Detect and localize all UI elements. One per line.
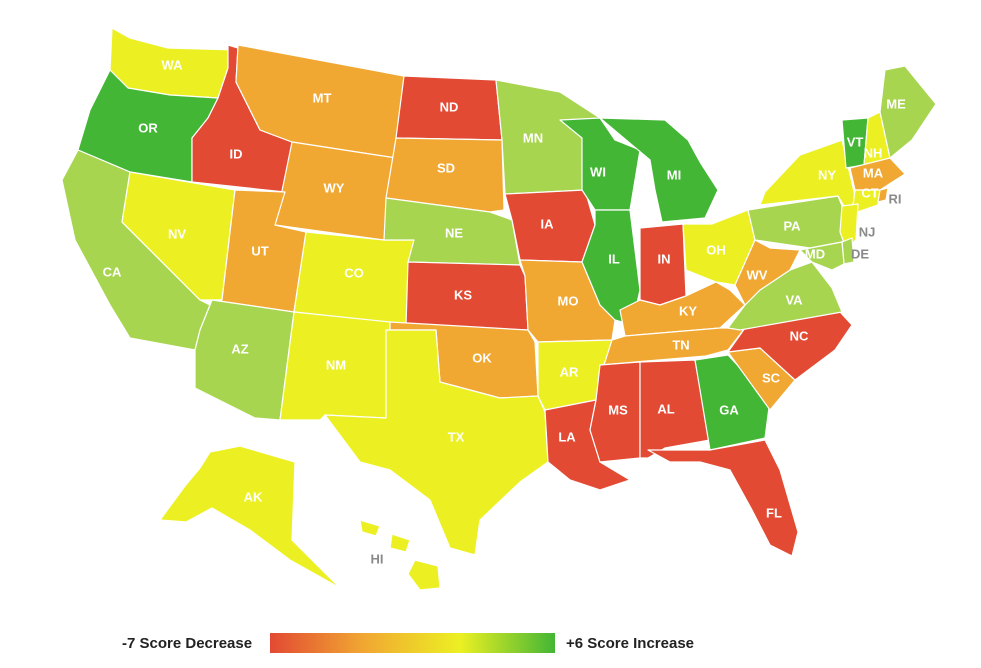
legend-min-label: -7 Score Decrease (122, 635, 253, 652)
state-mi[interactable] (599, 117, 719, 223)
state-tx[interactable] (324, 329, 549, 556)
state-ia[interactable] (504, 189, 596, 263)
state-ak[interactable] (159, 445, 341, 589)
state-wa[interactable] (109, 27, 239, 99)
color-legend: -7 Score Decrease +6 Score Increase (0, 628, 981, 668)
state-md[interactable] (799, 241, 845, 271)
state-nm[interactable] (279, 311, 391, 421)
state-fl[interactable] (647, 439, 799, 557)
state-wv[interactable] (734, 239, 801, 306)
legend-gradient-bar (270, 633, 555, 653)
state-sd[interactable] (385, 137, 505, 213)
state-wy[interactable] (274, 141, 397, 241)
state-az[interactable] (194, 299, 295, 421)
state-in[interactable] (639, 223, 687, 306)
state-il[interactable] (581, 209, 641, 326)
state-label-ri: RI (889, 191, 902, 206)
legend-max-label: +6 Score Increase (566, 635, 695, 652)
us-states-map: WAORCAIDNVMTWYUTAZCONMNDSDNEKSOKTXMNIAMO… (61, 27, 937, 591)
state-ks[interactable] (405, 261, 529, 331)
state-co[interactable] (293, 231, 415, 326)
state-label-nj: NJ (859, 224, 876, 239)
state-label-hi: HI (371, 551, 384, 566)
state-ma[interactable] (849, 157, 906, 191)
state-ga[interactable] (694, 354, 771, 451)
state-hi[interactable] (359, 519, 441, 591)
state-nd[interactable] (395, 75, 503, 141)
state-me[interactable] (879, 65, 937, 159)
state-nc[interactable] (727, 311, 853, 381)
state-ri[interactable] (877, 187, 889, 203)
